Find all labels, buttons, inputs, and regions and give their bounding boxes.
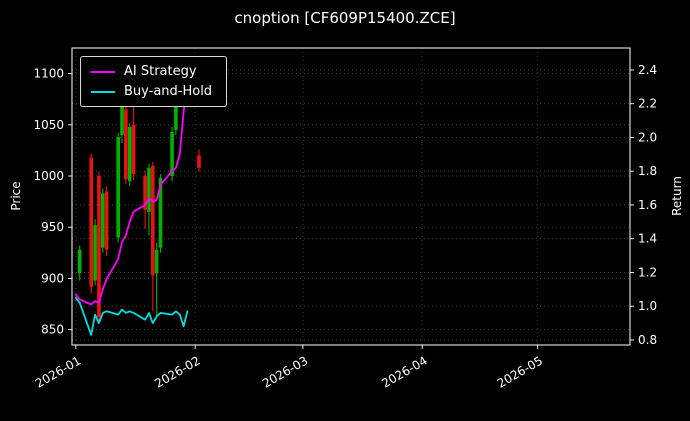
legend-swatch-buy-and-hold-icon [91,90,115,93]
legend-label-ai-strategy: AI Strategy [124,64,197,79]
candle-body [124,109,128,180]
y-left-tick-label: 1050 [33,118,64,132]
legend: AI Strategy Buy-and-Hold [80,56,228,107]
candle-body [97,176,101,318]
y-left-tick-label: 950 [41,220,64,234]
candle-body [158,178,163,248]
legend-item-ai-strategy: AI Strategy [91,65,212,78]
candle-body [120,106,124,136]
buy-and-hold-line [74,296,189,336]
y-right-tick-label: 1.4 [638,232,657,246]
y-right-tick-label: 2.4 [638,63,657,77]
candle-body [174,88,178,130]
chart-title: cnoption [CF609P15400.ZCE] [234,9,456,27]
candle-body [104,191,109,250]
x-axis: 2026-01 2026-02 2026-03 2026-04 2026-05 [33,345,545,391]
candle-body [127,126,132,182]
y-right-tick-label: 2.0 [638,130,657,144]
legend-label-buy-and-hold: Buy-and-Hold [124,84,213,99]
y-axis-label-price: Price [9,181,23,211]
y-axis-label-return: Return [670,176,684,216]
candle-body [147,167,151,212]
x-tick-label: 2026-04 [379,353,429,390]
candle-body [151,165,155,276]
candle-body [77,249,82,274]
y-left-tick-label: 1100 [33,67,64,81]
y-left-tick-label: 1000 [33,169,64,183]
candle-body [100,193,105,248]
candle-body [154,249,159,274]
y-left-tick-label: 900 [41,271,64,285]
legend-swatch-ai-strategy-icon [91,70,115,73]
x-tick-label: 2026-02 [152,353,202,390]
y-axis-left: 850 900 950 1000 1050 1100 [33,67,72,337]
y-left-tick-label: 850 [41,323,64,337]
candle-body [143,176,147,210]
y-right-tick-label: 1.6 [638,198,657,212]
y-axis-right: 0.8 1.0 1.2 1.4 1.6 1.8 2.0 2.2 2.4 [630,63,657,347]
candle-body [131,124,136,174]
x-tick-label: 2026-05 [495,353,545,390]
candle-body [116,137,120,238]
candle-body [93,225,97,281]
x-tick-label: 2026-01 [33,353,83,390]
plot-border [71,47,631,346]
y-right-tick-label: 2.2 [638,97,657,111]
y-right-tick-label: 1.2 [638,265,657,279]
candle-body [170,131,174,177]
legend-item-buy-and-hold: Buy-and-Hold [91,85,212,98]
x-tick-label: 2026-03 [260,353,310,390]
y-right-tick-label: 1.0 [638,299,657,313]
candle-body [89,157,94,287]
y-right-tick-label: 1.8 [638,164,657,178]
y-right-tick-label: 0.8 [638,333,657,347]
candle-body [197,155,201,168]
ai-strategy-line [74,77,189,306]
